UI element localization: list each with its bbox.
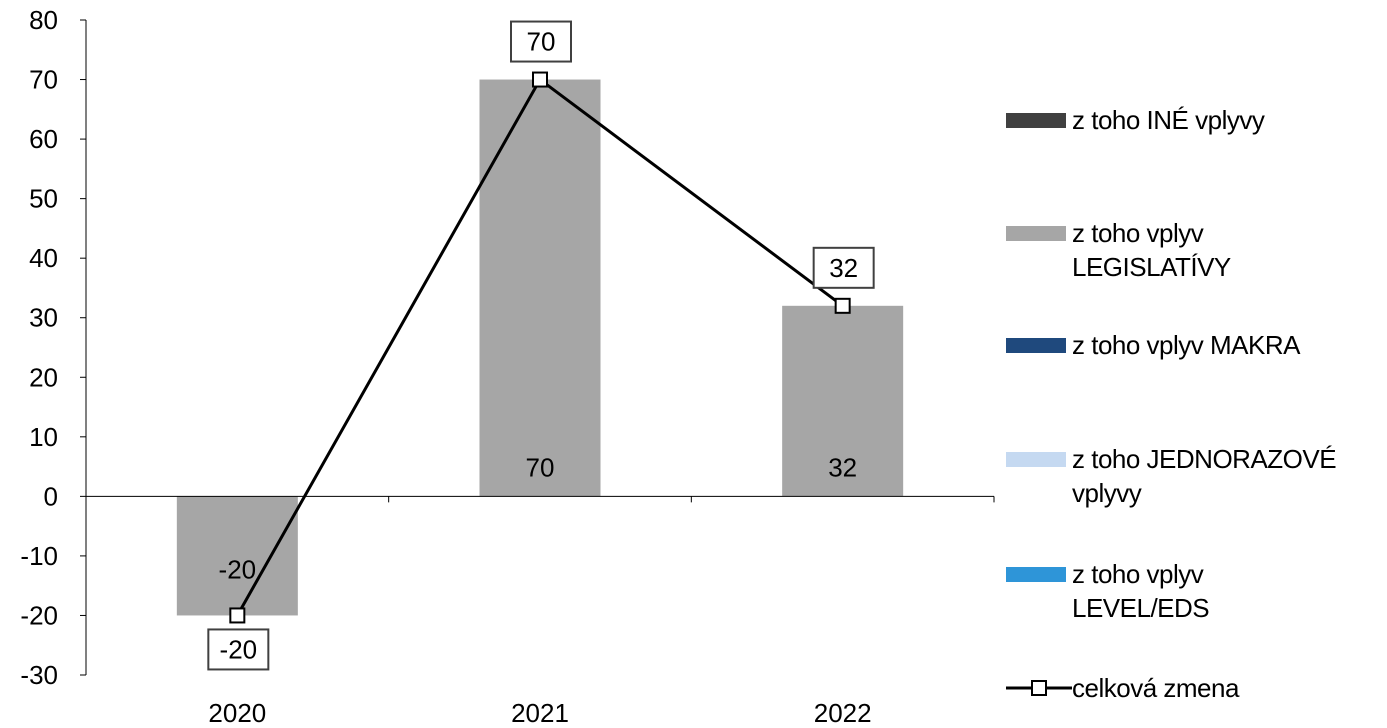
- bar-data-label: 70: [526, 452, 555, 482]
- line-label-box: [812, 246, 875, 289]
- y-tick-label: 10: [29, 422, 58, 452]
- legend-label: celková zmena: [1072, 673, 1239, 703]
- bar: [479, 79, 601, 497]
- bar: [782, 305, 904, 497]
- y-tick-label: 60: [29, 124, 58, 154]
- legend-item-jednorazove: z toho JEDNORAZOVÉ vplyvy: [1006, 442, 1382, 510]
- y-tick-label: 40: [29, 243, 58, 273]
- legend-label: z toho vplyv LEGISLATÍVY: [1072, 218, 1231, 282]
- legend-swatch: [1006, 113, 1066, 128]
- bar-data-label: -20: [219, 554, 257, 584]
- y-tick-label: 30: [29, 303, 58, 333]
- legend-swatch: [1006, 567, 1066, 582]
- line-data-label: 70: [527, 27, 556, 57]
- line-label-box: [207, 628, 270, 671]
- line-marker: [532, 71, 548, 88]
- y-tick-label: 20: [29, 362, 58, 392]
- bar-data-label: 32: [828, 452, 857, 482]
- legend-label: z toho JEDNORAZOVÉ vplyvy: [1072, 444, 1337, 508]
- chart: -30 -20 -10 0 10 20 30 40 50 60 70 80 -20 70 32 2020 202…: [20, 5, 995, 728]
- legend-swatch: [1006, 226, 1066, 241]
- bar: [176, 496, 298, 616]
- legend-label: z toho vplyv MAKRA: [1072, 330, 1300, 360]
- y-tick-label: 50: [29, 184, 58, 214]
- y-tick-label: 70: [29, 65, 58, 95]
- line-label-box: [510, 20, 572, 63]
- legend-swatch: [1006, 338, 1066, 353]
- y-tick-label: 0: [44, 481, 58, 511]
- legend-item-ine-vplyvy: z toho INÉ vplyvy: [1006, 103, 1382, 137]
- legend-label: z toho INÉ vplyvy: [1072, 105, 1265, 135]
- line-marker: [229, 607, 246, 624]
- y-tick-label: 80: [29, 5, 58, 35]
- legend-swatch: [1006, 452, 1066, 467]
- legend-item-level-eds: z toho vplyv LEVEL/EDS: [1006, 557, 1382, 625]
- x-tick-label: 2020: [208, 698, 266, 728]
- legend-item-celkova-zmena: celková zmena: [1006, 671, 1382, 705]
- legend: z toho INÉ vplyvy z toho vplyv LEGISLATÍ…: [1006, 0, 1386, 728]
- x-tick-label: 2022: [814, 698, 872, 728]
- line-marker: [834, 297, 851, 314]
- x-tick-label: 2021: [511, 698, 569, 728]
- legend-item-makra: z toho vplyv MAKRA: [1006, 328, 1382, 362]
- line-data-label: 32: [829, 253, 858, 283]
- y-tick-label: -10: [20, 541, 58, 571]
- line-data-label: -20: [220, 634, 258, 664]
- y-tick-label: -30: [20, 660, 58, 690]
- y-tick-label: -20: [20, 600, 58, 630]
- legend-item-legislativy: z toho vplyv LEGISLATÍVY: [1006, 216, 1382, 284]
- legend-line-marker-icon: [1006, 671, 1072, 705]
- legend-label: z toho vplyv LEVEL/EDS: [1072, 559, 1210, 623]
